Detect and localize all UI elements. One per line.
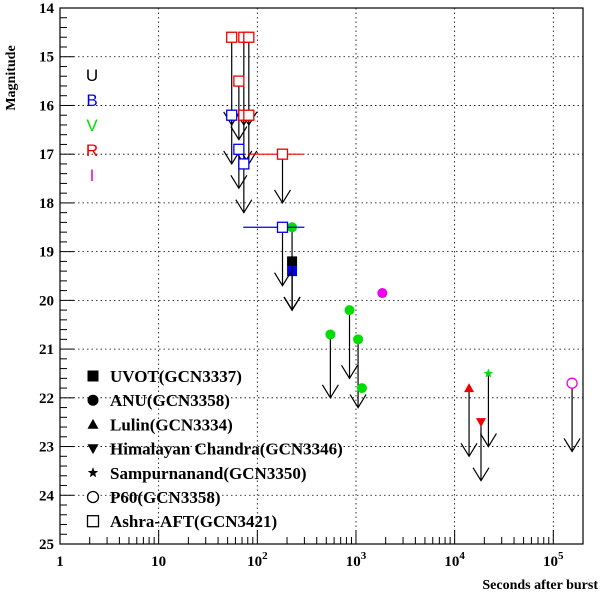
data-point <box>243 221 305 287</box>
legend-marker <box>87 444 99 455</box>
data-point <box>235 158 253 214</box>
y-tick-label: 19 <box>39 245 54 261</box>
y-tick-label: 18 <box>39 196 54 212</box>
band-label: R <box>86 141 98 160</box>
legend-marker <box>87 467 99 478</box>
data-marker <box>377 288 388 299</box>
legend-marker <box>87 370 99 382</box>
data-point <box>341 305 359 380</box>
x-tick-label: 105 <box>543 550 564 570</box>
band-label: I <box>90 166 95 185</box>
legend-marker <box>87 418 99 429</box>
y-tick-label: 23 <box>39 440 54 456</box>
legend-label: UVOT(GCN3337) <box>110 367 242 386</box>
data-point <box>472 418 490 482</box>
legend-entry: Ashra-AFT(GCN3421) <box>86 512 277 531</box>
upper-limit-arrow <box>223 150 241 166</box>
y-tick-label: 20 <box>39 293 54 309</box>
data-marker <box>233 143 245 155</box>
x-tick-label: 1 <box>56 554 64 570</box>
upper-limit-arrow <box>479 433 497 448</box>
x-tick-label: 102 <box>247 550 268 570</box>
y-tick-label: 17 <box>39 147 55 163</box>
data-marker <box>475 418 486 428</box>
band-label: U <box>86 66 98 85</box>
upper-limit-arrow <box>563 438 581 453</box>
data-marker <box>353 334 364 345</box>
y-axis-title: Magnitude <box>4 45 19 110</box>
legend-entry: Lulin(GCN3334) <box>87 415 233 434</box>
y-tick-label: 24 <box>39 488 55 504</box>
data-marker <box>276 221 289 233</box>
data-marker <box>226 31 238 43</box>
band-label: V <box>86 116 98 135</box>
data-point <box>479 368 497 448</box>
upper-limit-arrow <box>273 272 292 287</box>
upper-limit-arrow <box>283 296 301 312</box>
upper-limit-arrow <box>321 384 339 399</box>
data-marker <box>356 383 367 394</box>
data-point <box>356 383 367 394</box>
data-points <box>223 31 581 482</box>
y-tick-label: 14 <box>39 1 55 17</box>
legend-marker <box>87 394 99 406</box>
data-marker <box>344 305 355 316</box>
legend-label: Ashra-AFT(GCN3421) <box>110 512 277 531</box>
data-marker <box>566 377 578 389</box>
upper-limit-arrow <box>273 189 292 205</box>
legend-label: Himalayan Chandra(GCN3346) <box>110 440 343 459</box>
band-label: B <box>86 91 97 110</box>
axis-ticks: 14 15 16 17 18 19 20 21 22 23 24 251 10 102 103 104 105 <box>39 1 584 570</box>
y-tick-label: 21 <box>39 342 54 358</box>
legend-label: ANU(GCN3358) <box>110 391 230 410</box>
legend-label: Sampurnanand(GCN3350) <box>110 464 307 483</box>
data-marker <box>276 148 289 160</box>
grid <box>60 8 583 544</box>
y-tick-label: 15 <box>39 50 54 66</box>
legend-entry: ANU(GCN3358) <box>87 391 230 410</box>
data-marker <box>226 109 238 121</box>
x-tick-label: 10 <box>151 554 166 570</box>
data-point <box>247 148 303 205</box>
data-marker <box>243 31 255 43</box>
legend-entry: Himalayan Chandra(GCN3346) <box>87 440 343 459</box>
data-point <box>223 109 241 166</box>
upper-limit-arrow <box>341 365 359 380</box>
data-marker <box>238 158 250 170</box>
legend-entry: P60(GCN3358) <box>86 488 220 507</box>
legend-entry: UVOT(GCN3337) <box>87 367 242 386</box>
data-point <box>460 383 478 458</box>
upper-limit-arrow <box>472 467 490 482</box>
plot-frame <box>59 7 584 545</box>
legend-label: Lulin(GCN3334) <box>110 415 233 434</box>
upper-limit-arrow <box>235 199 253 214</box>
legend-marker <box>86 515 100 528</box>
upper-limit-arrow <box>349 394 367 409</box>
x-tick-label: 104 <box>444 550 465 570</box>
upper-limit-arrow <box>460 442 478 458</box>
legend: UVOT(GCN3337) ANU(GCN3358) Lulin(GCN3334) H… <box>86 367 343 531</box>
data-marker <box>464 383 475 393</box>
data-marker <box>483 368 494 378</box>
data-point <box>349 334 367 409</box>
legend-label: P60(GCN3358) <box>110 488 220 507</box>
data-point <box>321 329 339 399</box>
x-tick-label: 103 <box>346 550 367 570</box>
legend-marker <box>86 490 100 504</box>
data-point <box>563 377 581 453</box>
data-point <box>377 288 388 299</box>
y-tick-label: 25 <box>39 537 54 553</box>
data-marker <box>233 75 245 87</box>
data-marker <box>325 329 336 340</box>
data-marker <box>243 109 255 121</box>
y-tick-label: 16 <box>39 98 55 114</box>
x-axis-title: Seconds after burst <box>482 578 598 593</box>
y-tick-label: 22 <box>39 391 54 407</box>
legend-entry: Sampurnanand(GCN3350) <box>87 464 307 483</box>
